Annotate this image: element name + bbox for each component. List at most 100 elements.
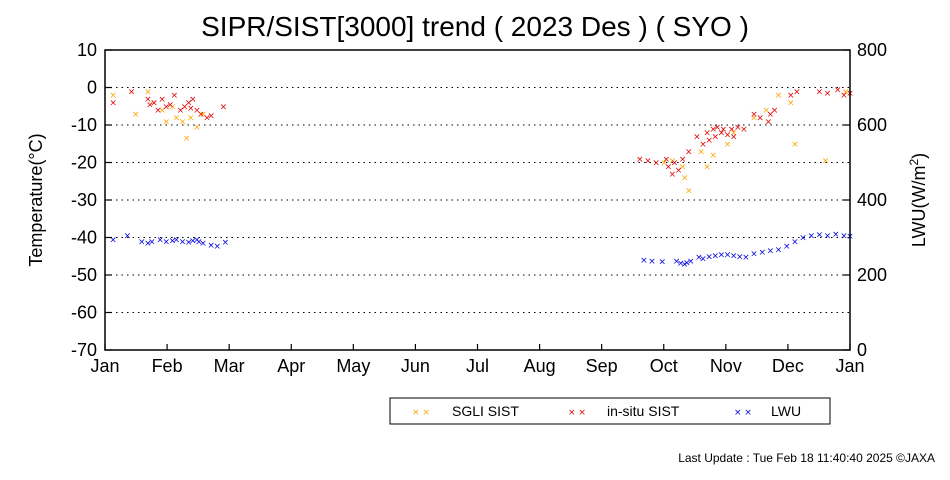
data-point: × bbox=[663, 155, 671, 165]
data-point: × bbox=[724, 250, 732, 260]
x-tick-label: Oct bbox=[650, 356, 678, 376]
data-point: × bbox=[728, 125, 736, 135]
data-point: × bbox=[187, 114, 195, 124]
data-point: × bbox=[222, 238, 230, 248]
data-point: × bbox=[109, 235, 117, 245]
data-point: × bbox=[720, 125, 728, 135]
data-point: × bbox=[669, 170, 677, 180]
data-point: × bbox=[734, 123, 742, 133]
data-point: × bbox=[679, 162, 687, 172]
series-in-situ-sist: ××××××××××××××××××××× × × ×××××××××××××××××… bbox=[109, 85, 853, 179]
data-point: × bbox=[109, 91, 117, 101]
y-tick-label: -60 bbox=[71, 303, 97, 323]
data-point: × bbox=[730, 129, 738, 139]
data-point: × bbox=[840, 91, 848, 101]
data-point: × bbox=[669, 157, 677, 167]
data-point: × bbox=[703, 129, 711, 139]
data-point: × bbox=[775, 246, 783, 256]
series-lwu: × ×××× ×××××××××× ×× ×× × × ××××× ××××××××× × × × × ×… bbox=[109, 230, 853, 270]
data-point: × bbox=[162, 237, 170, 247]
data-point: × bbox=[824, 232, 832, 242]
data-point: × bbox=[658, 258, 666, 268]
data-point: × bbox=[207, 112, 215, 122]
x-tick-label: Aug bbox=[524, 356, 556, 376]
data-point: × bbox=[162, 102, 170, 112]
data-point: × bbox=[842, 87, 850, 97]
data-point: × bbox=[185, 238, 193, 248]
data-point: × bbox=[189, 237, 197, 247]
y2-tick-label: 600 bbox=[857, 115, 887, 135]
legend-marker: × × bbox=[412, 408, 430, 418]
data-point: × bbox=[207, 241, 215, 251]
data-point: × bbox=[660, 159, 668, 169]
data-point: × bbox=[199, 239, 207, 249]
data-point: × bbox=[765, 117, 773, 127]
data-point: × bbox=[687, 257, 695, 267]
data-point: × bbox=[193, 106, 201, 116]
x-tick-label: May bbox=[336, 356, 370, 376]
data-point: × bbox=[724, 130, 732, 140]
data-point: × bbox=[695, 253, 703, 263]
data-point: × bbox=[124, 232, 132, 242]
legend-label: in-situ SIST bbox=[607, 403, 680, 419]
y2-axis-label: LWU(W/m2) bbox=[907, 153, 929, 247]
data-point: × bbox=[742, 253, 750, 263]
data-point: × bbox=[652, 159, 660, 169]
data-point: × bbox=[712, 132, 720, 142]
data-point: × bbox=[787, 91, 795, 101]
data-point: × bbox=[144, 87, 152, 97]
data-point: × bbox=[132, 110, 140, 120]
data-point: × bbox=[203, 114, 211, 124]
data-point: × bbox=[665, 162, 673, 172]
data-point: × bbox=[750, 110, 758, 120]
data-point: × bbox=[171, 91, 179, 101]
data-point: × bbox=[775, 91, 783, 101]
data-point: × bbox=[648, 257, 656, 267]
data-point: × bbox=[644, 157, 652, 167]
x-tick-label: Nov bbox=[710, 356, 742, 376]
data-point: × bbox=[138, 237, 146, 247]
data-point: × bbox=[758, 248, 766, 258]
data-point: × bbox=[681, 260, 689, 270]
y-tick-label: -20 bbox=[71, 153, 97, 173]
y-tick-label: -30 bbox=[71, 190, 97, 210]
data-point: × bbox=[736, 252, 744, 262]
legend-marker: × × bbox=[568, 408, 586, 418]
axes: 100-10-20-30-40-50-60-708006004002000Jan… bbox=[71, 40, 887, 376]
data-point: × bbox=[677, 259, 685, 269]
data-point: × bbox=[791, 237, 799, 247]
legend-marker: × × bbox=[734, 408, 752, 418]
data-point: × bbox=[181, 102, 189, 112]
data-point: × bbox=[158, 106, 166, 116]
data-point: × bbox=[158, 95, 166, 105]
data-point: × bbox=[640, 256, 648, 266]
data-point: × bbox=[193, 235, 201, 245]
y2-tick-label: 400 bbox=[857, 190, 887, 210]
y-tick-label: 0 bbox=[87, 78, 97, 98]
data-point: × bbox=[718, 129, 726, 139]
data-point: × bbox=[697, 147, 705, 157]
data-point: × bbox=[146, 100, 154, 110]
x-tick-label: Jan bbox=[90, 356, 119, 376]
data-point: × bbox=[705, 136, 713, 146]
series-sgli-sist: ×××××××××××××× ×××××××××××××××× bbox=[109, 87, 849, 196]
x-tick-label: Dec bbox=[772, 356, 804, 376]
data-point: × bbox=[699, 140, 707, 150]
data-point: × bbox=[187, 104, 195, 114]
data-point: × bbox=[144, 239, 152, 249]
data-point: × bbox=[699, 255, 707, 265]
data-point: × bbox=[193, 123, 201, 133]
data-point: × bbox=[730, 252, 738, 262]
data-point: × bbox=[154, 106, 162, 116]
data-point: × bbox=[807, 232, 815, 242]
x-tick-label: Mar bbox=[214, 356, 245, 376]
x-tick-label: Apr bbox=[277, 356, 305, 376]
data-point: × bbox=[679, 155, 687, 165]
data-point: × bbox=[144, 95, 152, 105]
data-point: × bbox=[767, 247, 775, 257]
data-point: × bbox=[162, 117, 170, 127]
data-point: × bbox=[724, 140, 732, 150]
data-point: × bbox=[824, 89, 832, 99]
x-tick-label: Jun bbox=[401, 356, 430, 376]
